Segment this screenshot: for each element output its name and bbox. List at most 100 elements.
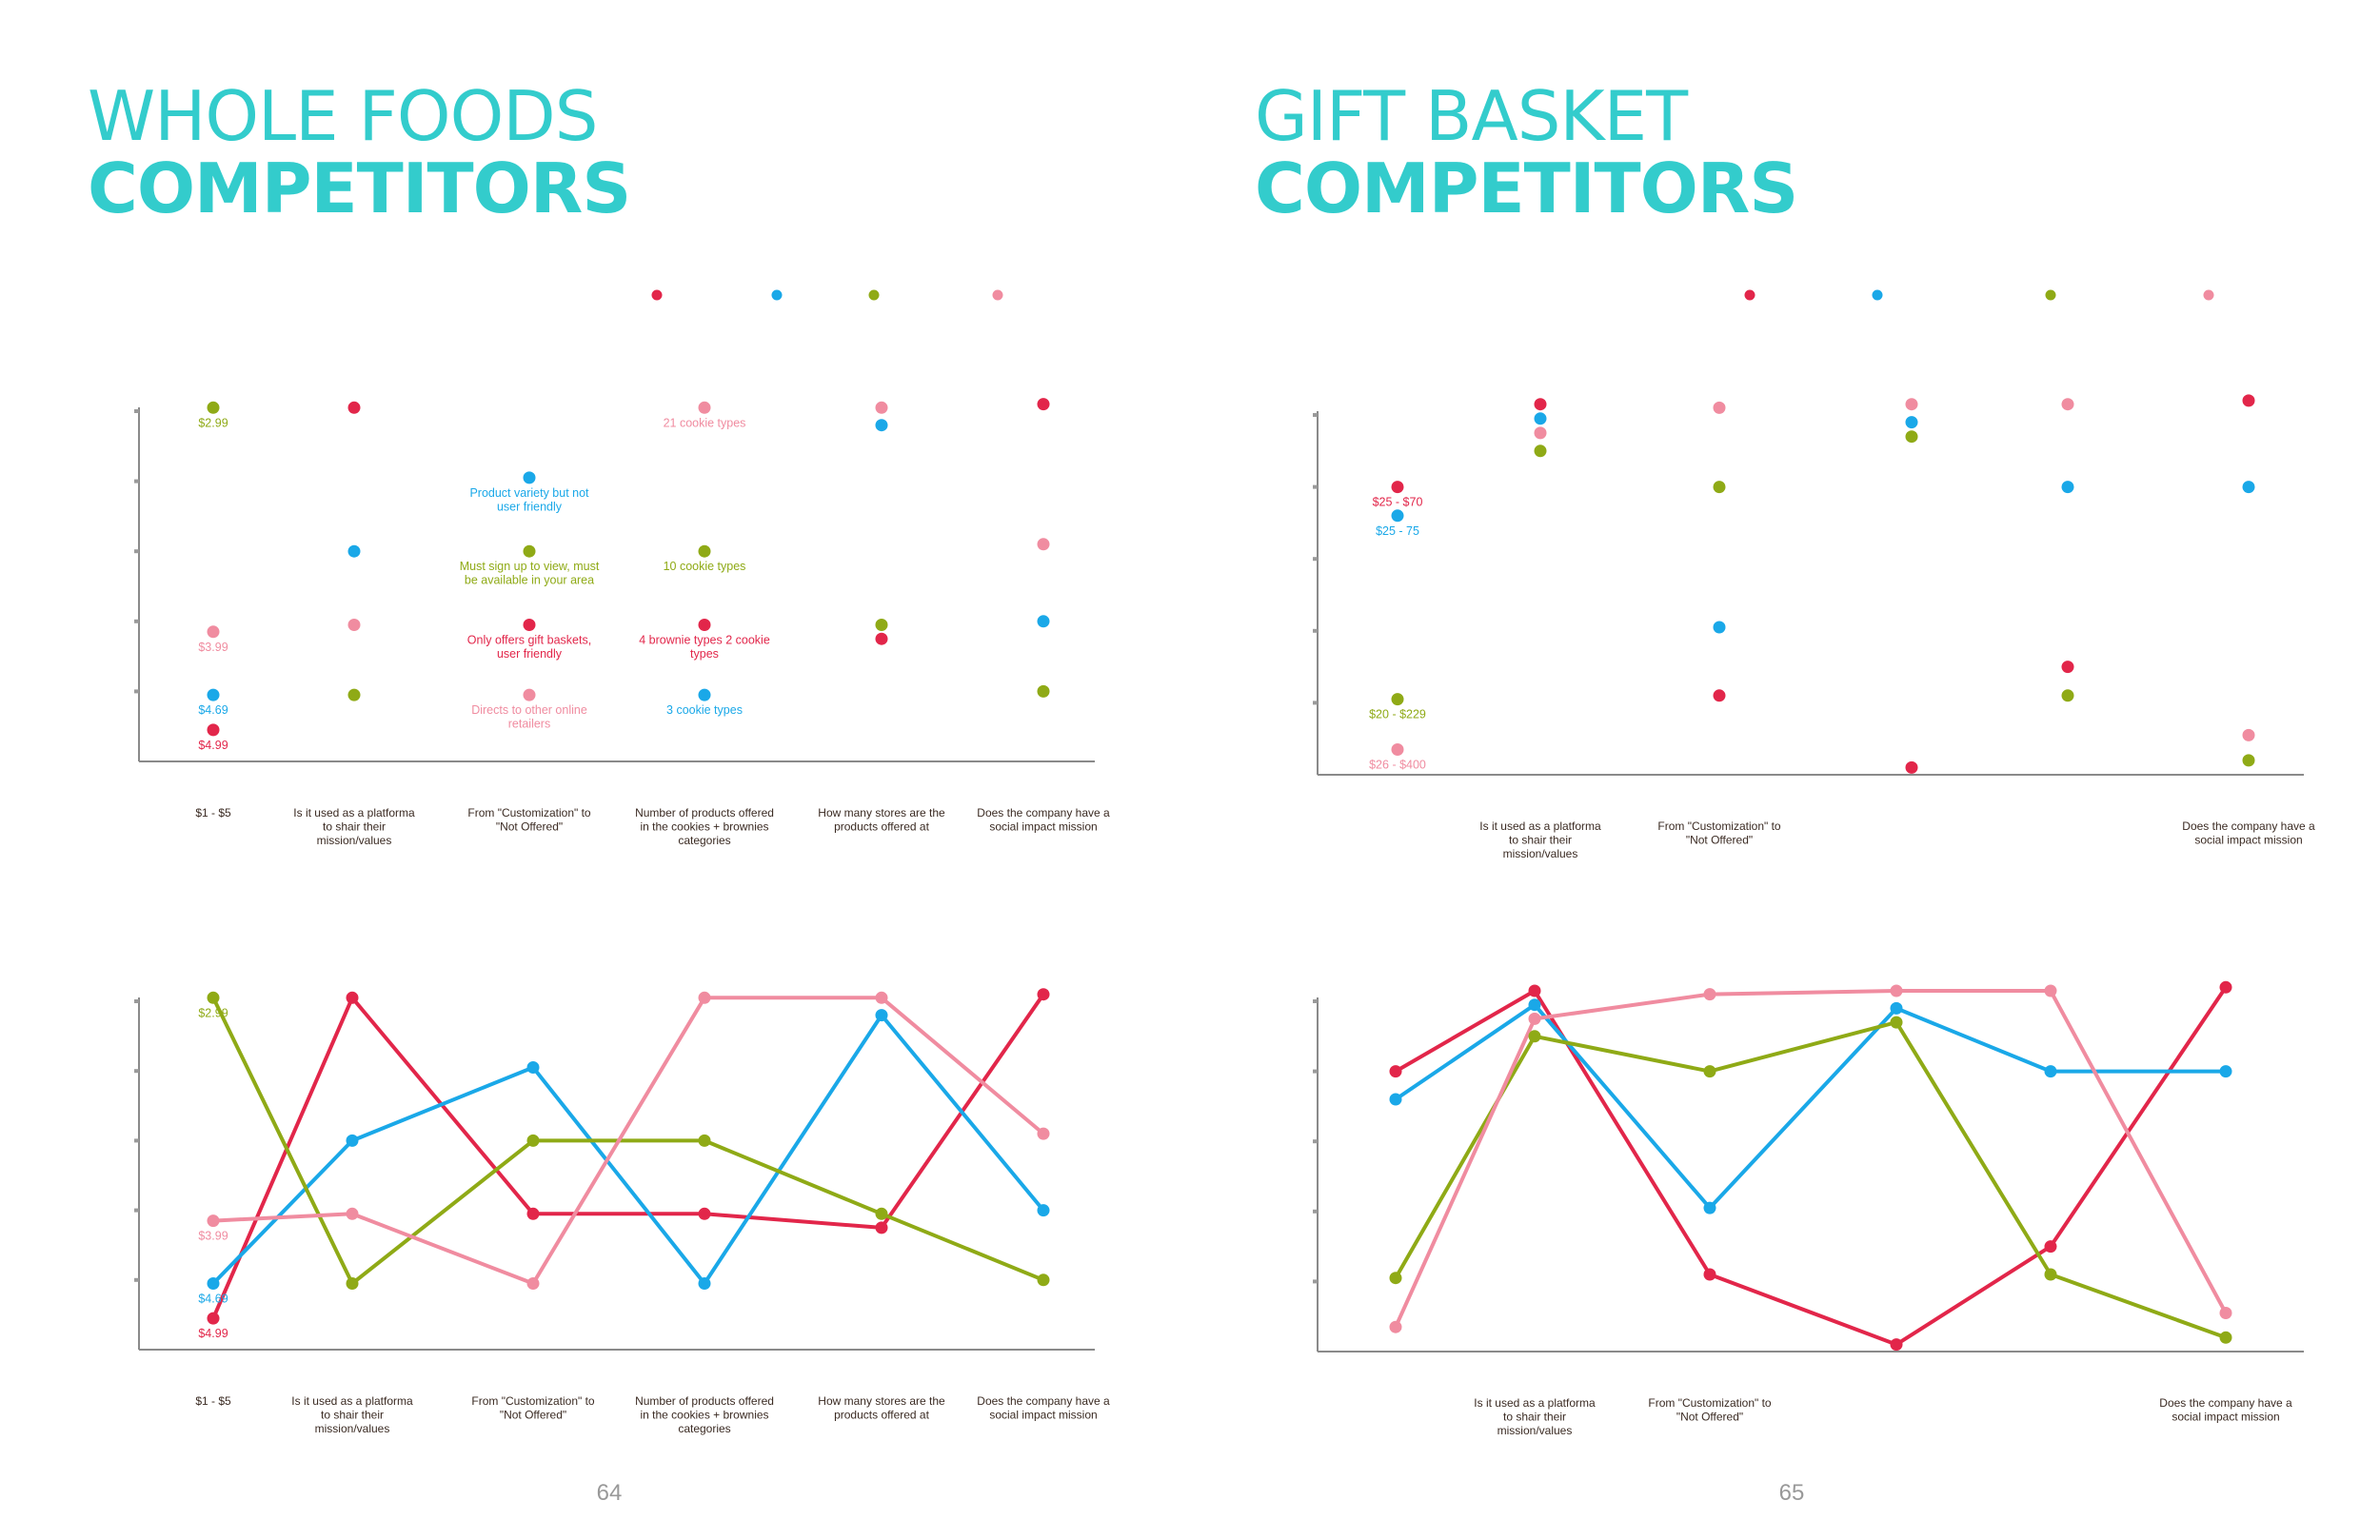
data-point-snackimals	[523, 471, 536, 484]
data-point-greyston-bakery	[2044, 1240, 2057, 1254]
data-point-snackimals	[1037, 1204, 1050, 1217]
data-point-greyston-bakery	[207, 1312, 220, 1325]
series-line-annie-s-bunny-grahams	[212, 996, 1045, 1286]
data-point-annie-s-bunny-grahams	[207, 625, 220, 639]
data-point-vermont-brownie-co	[1713, 481, 1726, 494]
whole-foods-line-chart: $1 - $5 Is it used as a platforma to shair…	[134, 988, 1110, 1435]
data-annotation: 10 cookie types	[664, 560, 746, 573]
data-point-vermont-brownie-co	[1703, 1065, 1716, 1078]
y-tick	[1313, 413, 1318, 417]
right-page-title: GIFT BASKET COMPETITORS	[1255, 80, 1798, 225]
data-point-vermont-brownie-co	[1389, 1272, 1402, 1285]
legend-marker-whole-foods-365	[868, 289, 880, 301]
y-tick	[134, 1138, 139, 1143]
data-point-fairytale-brownies	[1905, 398, 1918, 411]
data-annotation: 3 cookie types	[666, 703, 743, 717]
data-point-annie-s-bunny-grahams	[698, 401, 711, 414]
y-tick	[1313, 1139, 1318, 1144]
data-point-greyston-bakery	[347, 401, 361, 414]
data-point-whole-foods-365	[346, 1277, 359, 1290]
data-annotation: $4.99	[198, 1327, 228, 1340]
data-annotation: Directs to other online retailers	[471, 703, 587, 731]
data-point-vermont-brownie-co	[2044, 1268, 2057, 1281]
y-tick	[134, 409, 139, 413]
category-description-social-impact: Does the company have a social impact mis…	[2159, 1396, 2292, 1424]
data-point-greyston-bakery	[698, 1207, 711, 1220]
data-point-whole-foods-365	[523, 544, 536, 558]
category-description-packaging: Is it used as a platforma to shair their m…	[1474, 1396, 1596, 1437]
y-tick	[134, 1208, 139, 1213]
data-point-snackimals	[207, 688, 220, 701]
data-point-greyston-bakery	[1037, 398, 1050, 411]
data-annotation: Only offers gift baskets, user friendly	[467, 633, 591, 661]
data-point-whole-foods-365	[347, 688, 361, 701]
data-point-vermont-brownie-co	[1391, 693, 1404, 706]
data-point-whole-foods-365	[1037, 684, 1050, 698]
data-point-fairytale-brownies	[1528, 1012, 1541, 1025]
y-tick	[1313, 1279, 1318, 1284]
category-description-products: Number of products offered in the cookies…	[635, 1394, 774, 1435]
data-annotation: $3.99	[198, 641, 228, 654]
data-point-snackimals	[347, 544, 361, 558]
data-point-fairytale-brownies	[2242, 728, 2255, 741]
data-point-fairytale-brownies	[1890, 984, 1903, 997]
gift-basket-line-chart: Is it used as a platforma to shair their m…	[1313, 980, 2304, 1437]
data-point-greyston-bakery	[1037, 988, 1050, 1001]
data-point-vermont-brownie-co	[1905, 430, 1918, 444]
y-tick	[1313, 557, 1318, 562]
data-point-vermont-brownie-co	[2061, 689, 2074, 702]
data-point-vermont-brownie-co	[1528, 1030, 1541, 1043]
data-point-greyston-bakery	[1389, 1065, 1402, 1078]
category-description-social-impact: Does the company have a social impact mis…	[977, 806, 1110, 834]
category-description-packaging: Is it used as a platforma to shair their m…	[1479, 819, 1601, 860]
category-description-affordability: $1 - $5	[195, 1394, 231, 1408]
y-tick	[1313, 628, 1318, 633]
data-point-fairytale-brownies	[2044, 984, 2057, 997]
data-point-dancing-deer-baking-co	[1905, 416, 1918, 429]
category-description-social-impact: Does the company have a social impact mis…	[977, 1394, 1110, 1422]
series-line-greyston-bakery	[1394, 986, 2228, 1347]
series-line-greyston-bakery	[211, 993, 1045, 1319]
category-description-locations: How many stores are the products offered …	[818, 806, 945, 834]
gift-basket-scatter-chart: Is it used as a platforma to shair their m…	[1313, 289, 2315, 860]
data-point-annie-s-bunny-grahams	[1037, 1127, 1050, 1140]
data-point-greyston-bakery	[1391, 481, 1404, 494]
data-point-whole-foods-365	[875, 1207, 888, 1220]
data-point-greyston-bakery	[207, 723, 220, 737]
data-annotation: Must sign up to view, must be available i…	[460, 560, 600, 587]
data-point-fairytale-brownies	[1534, 426, 1547, 440]
series-line-fairytale-brownies	[1394, 989, 2228, 1329]
category-description-locations: How many stores are the products offered …	[818, 1394, 945, 1422]
whole-foods-scatter-chart: $1 - $5 Is it used as a platforma to shair…	[134, 289, 1110, 847]
data-point-greyston-bakery	[526, 1207, 540, 1220]
data-point-dancing-deer-baking-co	[2219, 1065, 2232, 1078]
data-point-fairytale-brownies	[1713, 401, 1726, 414]
data-annotation: 21 cookie types	[664, 416, 746, 429]
data-point-dancing-deer-baking-co	[1890, 1001, 1903, 1015]
data-point-snackimals	[346, 1134, 359, 1147]
data-point-greyston-bakery	[2061, 661, 2074, 674]
category-description-e-commerce: From "Customization" to "Not Offered"	[1657, 819, 1781, 847]
series-line-snackimals	[211, 1013, 1045, 1286]
data-point-greyston-bakery	[1890, 1338, 1903, 1352]
data-point-greyston-bakery	[2242, 394, 2255, 407]
legend-marker-annie-s-bunny-grahams	[992, 289, 1003, 301]
data-point-greyston-bakery	[1713, 689, 1726, 702]
data-point-dancing-deer-baking-co	[1534, 412, 1547, 425]
left-title-line2: COMPETITORS	[88, 148, 631, 228]
data-point-annie-s-bunny-grahams	[347, 619, 361, 631]
data-annotation: Product variety but not user friendly	[469, 486, 589, 514]
data-point-dancing-deer-baking-co	[1391, 509, 1404, 523]
data-point-dancing-deer-baking-co	[1703, 1201, 1716, 1214]
data-point-greyston-bakery	[2219, 980, 2232, 994]
data-annotation: $4.69	[198, 703, 228, 717]
legend-marker-dancing-deer-baking-co	[1872, 289, 1883, 301]
data-point-whole-foods-365	[526, 1134, 540, 1147]
data-point-annie-s-bunny-grahams	[698, 991, 711, 1004]
category-description-affordability: $1 - $5	[195, 806, 231, 819]
data-point-fairytale-brownies	[1389, 1320, 1402, 1333]
legend-marker-fairytale-brownies	[2203, 289, 2214, 301]
data-annotation: $20 - $229	[1369, 708, 1426, 721]
y-tick	[134, 1277, 139, 1282]
data-point-whole-foods-365	[207, 401, 220, 414]
